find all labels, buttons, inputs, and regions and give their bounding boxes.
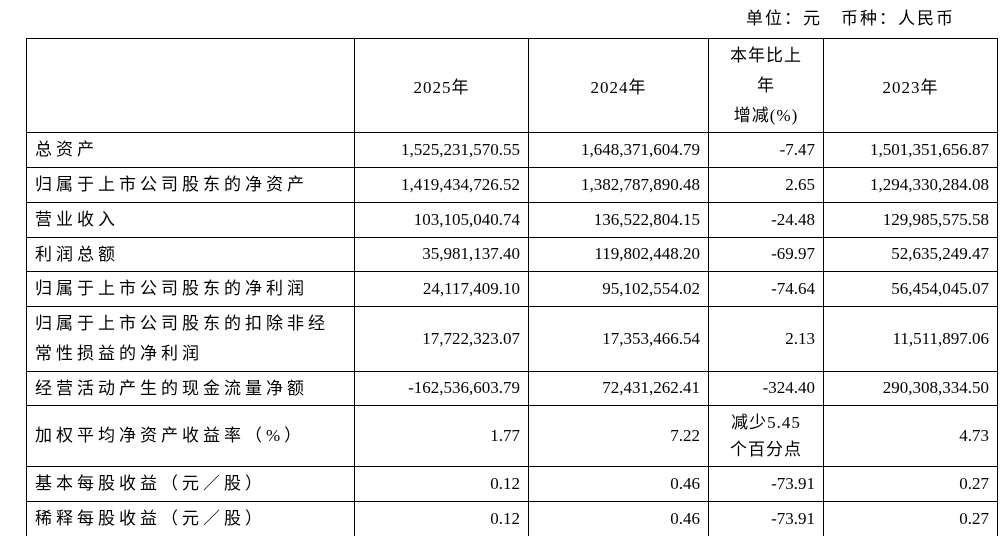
value-2023: 0.27 bbox=[823, 466, 998, 502]
value-2024: 7.22 bbox=[528, 405, 709, 468]
row-label: 营业收入 bbox=[26, 201, 355, 238]
unit-currency-note: 单位：元 币种：人民币 bbox=[746, 9, 955, 28]
table-header-row: 2025年 2024年 本年比上 年 增减(%) 2023年 bbox=[26, 37, 998, 134]
value-change: 2.13 bbox=[708, 306, 824, 372]
value-2023: 52,635,249.47 bbox=[823, 236, 998, 273]
value-2025: 1,525,231,570.55 bbox=[354, 132, 529, 168]
value-2025: 17,722,323.07 bbox=[354, 306, 529, 372]
value-2025: 35,981,137.40 bbox=[354, 236, 529, 273]
table-row-total-profit: 利润总额 35,981,137.40 119,802,448.20 -69.97… bbox=[26, 236, 998, 273]
table-row-basic-eps: 基本每股收益（元／股） 0.12 0.46 -73.91 0.27 bbox=[26, 466, 998, 502]
table-row-net-profit: 归属于上市公司股东的净利润 24,117,409.10 95,102,554.0… bbox=[26, 271, 998, 307]
row-label: 总资产 bbox=[26, 132, 355, 168]
value-2023: 4.73 bbox=[823, 405, 998, 468]
value-2024: 1,648,371,604.79 bbox=[528, 132, 709, 168]
value-2023: 11,511,897.06 bbox=[823, 306, 998, 372]
value-2023: 1,294,330,284.08 bbox=[823, 167, 998, 203]
table-row-revenue: 营业收入 103,105,040.74 136,522,804.15 -24.4… bbox=[26, 201, 998, 238]
header-indicator bbox=[26, 37, 355, 134]
row-label: 利润总额 bbox=[26, 236, 355, 273]
value-2025: 0.12 bbox=[354, 466, 529, 502]
value-2025: 1,419,434,726.52 bbox=[354, 167, 529, 203]
value-change: -73.91 bbox=[708, 501, 824, 536]
value-2024: 0.46 bbox=[528, 501, 709, 536]
value-2024: 1,382,787,890.48 bbox=[528, 167, 709, 203]
row-label: 归属于上市公司股东的净资产 bbox=[26, 167, 355, 203]
table-row-net-assets: 归属于上市公司股东的净资产 1,419,434,726.52 1,382,787… bbox=[26, 167, 998, 203]
value-2024: 72,431,262.41 bbox=[528, 370, 709, 407]
row-label: 基本每股收益（元／股） bbox=[26, 466, 355, 502]
value-2025: -162,536,603.79 bbox=[354, 370, 529, 407]
value-change: -324.40 bbox=[708, 370, 824, 407]
value-2023: 0.27 bbox=[823, 501, 998, 536]
value-change: 减少5.45 个百分点 bbox=[708, 405, 824, 468]
value-2024: 17,353,466.54 bbox=[528, 306, 709, 372]
table-row-operating-cash-flow: 经营活动产生的现金流量净额 -162,536,603.79 72,431,262… bbox=[26, 370, 998, 407]
value-2025: 103,105,040.74 bbox=[354, 201, 529, 238]
value-2023: 1,501,351,656.87 bbox=[823, 132, 998, 168]
row-label: 加权平均净资产收益率（%） bbox=[26, 405, 355, 468]
header-change-pct: 本年比上 年 增减(%) bbox=[708, 37, 824, 134]
value-2024: 0.46 bbox=[528, 466, 709, 502]
financial-summary-table: 2025年 2024年 本年比上 年 增减(%) 2023年 总资产 1,525… bbox=[26, 37, 998, 536]
value-2024: 95,102,554.02 bbox=[528, 271, 709, 307]
row-label: 稀释每股收益（元／股） bbox=[26, 501, 355, 536]
table-row-diluted-eps: 稀释每股收益（元／股） 0.12 0.46 -73.91 0.27 bbox=[26, 501, 998, 536]
row-label: 归属于上市公司股东的净利润 bbox=[26, 271, 355, 307]
value-2023: 290,308,334.50 bbox=[823, 370, 998, 407]
value-change: 2.65 bbox=[708, 167, 824, 203]
table-row-total-assets: 总资产 1,525,231,570.55 1,648,371,604.79 -7… bbox=[26, 132, 998, 168]
header-2023: 2023年 bbox=[823, 37, 998, 134]
header-2024: 2024年 bbox=[528, 37, 709, 134]
value-2025: 1.77 bbox=[354, 405, 529, 468]
table-row-weighted-roe: 加权平均净资产收益率（%） 1.77 7.22 减少5.45 个百分点 4.73 bbox=[26, 405, 998, 468]
row-label: 归属于上市公司股东的扣除非经常性损益的净利润 bbox=[26, 306, 355, 372]
header-2025: 2025年 bbox=[354, 37, 529, 134]
value-change: -7.47 bbox=[708, 132, 824, 168]
value-change: -73.91 bbox=[708, 466, 824, 502]
value-change: -74.64 bbox=[708, 271, 824, 307]
value-2023: 129,985,575.58 bbox=[823, 201, 998, 238]
value-2023: 56,454,045.07 bbox=[823, 271, 998, 307]
row-label: 经营活动产生的现金流量净额 bbox=[26, 370, 355, 407]
value-change: -24.48 bbox=[708, 201, 824, 238]
value-2024: 136,522,804.15 bbox=[528, 201, 709, 238]
value-2024: 119,802,448.20 bbox=[528, 236, 709, 273]
value-2025: 0.12 bbox=[354, 501, 529, 536]
value-change: -69.97 bbox=[708, 236, 824, 273]
value-2025: 24,117,409.10 bbox=[354, 271, 529, 307]
table-row-net-profit-deducted: 归属于上市公司股东的扣除非经常性损益的净利润 17,722,323.07 17,… bbox=[26, 306, 998, 372]
